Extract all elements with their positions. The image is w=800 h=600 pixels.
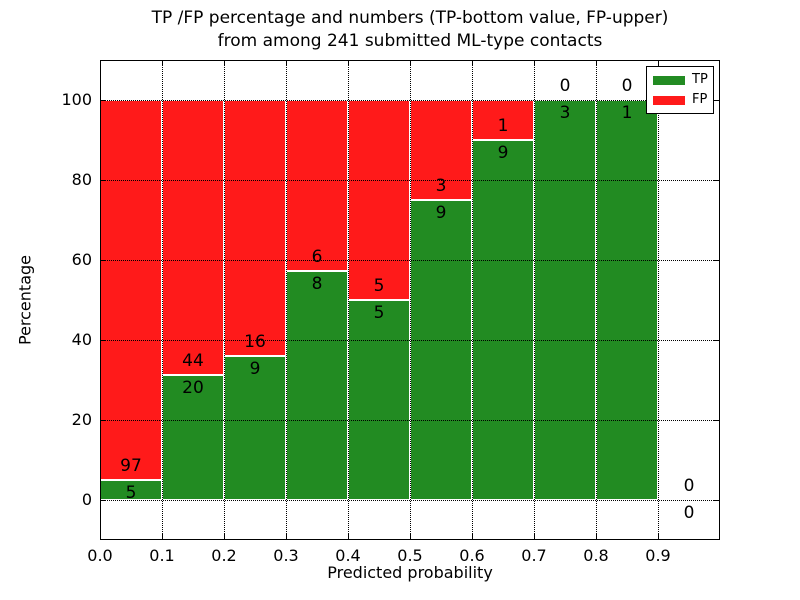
- fp-count-label: 16: [244, 332, 266, 352]
- x-tick-label: 0.7: [521, 546, 547, 565]
- x-gridline: [472, 60, 473, 540]
- x-tick-top: [224, 61, 225, 66]
- x-tick-label: 0.4: [335, 546, 361, 565]
- x-tick-label: 0.8: [583, 546, 609, 565]
- plot-area: 97 5 44 20 16 9 6 8 5 5 3 9 1 9 0 3 0 1 0 0: [100, 60, 720, 540]
- x-tick-label: 0.0: [87, 546, 113, 565]
- x-tick-bottom: [596, 534, 597, 539]
- x-tick-label: 0.6: [459, 546, 485, 565]
- tp-legend-label: TP: [692, 72, 708, 87]
- x-tick-bottom: [658, 534, 659, 539]
- legend-entry-fp: FP: [653, 93, 707, 107]
- x-tick-top: [472, 61, 473, 66]
- x-gridline: [410, 60, 411, 540]
- y-tick-left: [101, 180, 106, 181]
- fp-count-label: 97: [120, 456, 142, 477]
- tp-bar-segment: [348, 300, 410, 500]
- fp-count-label: 0: [559, 76, 571, 96]
- x-tick-label: 0.2: [211, 546, 237, 565]
- fp-bar-segment: [410, 100, 472, 200]
- x-tick-top: [596, 61, 597, 66]
- x-axis-label: Predicted probability: [327, 563, 493, 582]
- tp-count-label: 5: [125, 483, 137, 504]
- x-gridline: [534, 60, 535, 540]
- tp-count-label: 9: [249, 359, 261, 379]
- fp-count-label: 0: [683, 476, 695, 496]
- tp-bar-segment: [224, 356, 286, 500]
- fp-bar-segment: [472, 100, 534, 140]
- x-gridline: [162, 60, 163, 540]
- y-tick-right: [714, 260, 719, 261]
- fp-legend-swatch: [653, 95, 685, 105]
- x-gridline: [286, 60, 287, 540]
- chart-title: TP /FP percentage and numbers (TP-bottom…: [60, 7, 760, 53]
- fp-count-label: 1: [497, 116, 509, 136]
- legend-entry-tp: TP: [653, 72, 708, 87]
- x-tick-top: [410, 61, 411, 66]
- y-tick-label: 80: [71, 170, 92, 189]
- y-tick-left: [101, 260, 106, 261]
- x-tick-bottom: [224, 534, 225, 539]
- y-tick-right: [714, 420, 719, 421]
- x-tick-bottom: [410, 534, 411, 539]
- x-tick-bottom: [534, 534, 535, 539]
- x-tick-label: 0.3: [273, 546, 299, 565]
- y-tick-left: [101, 340, 106, 341]
- x-tick-top: [286, 61, 287, 66]
- fp-count-label: 6: [311, 247, 323, 268]
- x-gridline: [224, 60, 225, 540]
- x-gridline: [596, 60, 597, 540]
- x-tick-bottom: [162, 534, 163, 539]
- fp-count-label: 5: [373, 276, 385, 296]
- tp-bar-segment: [472, 140, 534, 500]
- x-tick-top: [658, 61, 659, 66]
- fp-bar-segment: [286, 100, 348, 272]
- x-tick-bottom: [286, 534, 287, 539]
- axes-frame: [100, 60, 720, 540]
- y-tick-left: [101, 420, 106, 421]
- tp-count-label: 9: [435, 203, 447, 223]
- fp-count-label: 0: [621, 76, 633, 96]
- tp-count-label: 20: [182, 378, 204, 398]
- y-tick-label: 0: [81, 490, 92, 509]
- y-tick-left: [101, 500, 106, 501]
- tp-count-label: 8: [311, 274, 323, 295]
- x-tick-label: 0.5: [397, 546, 423, 565]
- chart-title-line1: TP /FP percentage and numbers (TP-bottom…: [151, 8, 669, 28]
- fp-count-label: 3: [435, 176, 447, 196]
- x-gridline: [658, 60, 659, 540]
- tp-count-label: 9: [497, 143, 509, 163]
- x-tick-bottom: [472, 534, 473, 539]
- y-axis-label: Percentage: [15, 254, 35, 346]
- tp-bar-segment: [162, 375, 224, 500]
- tp-bar-segment: [410, 200, 472, 500]
- fp-bar-segment: [224, 100, 286, 356]
- x-tick-label: 0.1: [149, 546, 175, 565]
- tp-count-label: 3: [559, 103, 571, 123]
- chart-title-line2: from among 241 submitted ML-type contact…: [217, 31, 603, 51]
- y-tick-label: 100: [61, 90, 92, 109]
- fp-legend-label: FP: [692, 92, 708, 107]
- y-tick-label: 60: [71, 250, 92, 269]
- x-tick-top: [348, 61, 349, 66]
- tp-legend-swatch: [653, 75, 685, 85]
- y-tick-left: [101, 100, 106, 101]
- tp-count-label: 0: [683, 503, 695, 523]
- tp-count-label: 5: [373, 303, 385, 323]
- y-tick-right: [714, 180, 719, 181]
- legend: TP FP: [646, 66, 714, 114]
- y-tick-right: [714, 340, 719, 341]
- y-tick-label: 40: [71, 330, 92, 349]
- x-tick-label: 0.9: [645, 546, 671, 565]
- x-tick-top: [162, 61, 163, 66]
- x-tick-top: [534, 61, 535, 66]
- x-tick-bottom: [348, 534, 349, 539]
- tp-count-label: 1: [621, 103, 633, 123]
- x-gridline: [348, 60, 349, 540]
- y-tick-right: [714, 500, 719, 501]
- y-tick-label: 20: [71, 410, 92, 429]
- fp-count-label: 44: [182, 351, 204, 371]
- y-tick-right: [714, 100, 719, 101]
